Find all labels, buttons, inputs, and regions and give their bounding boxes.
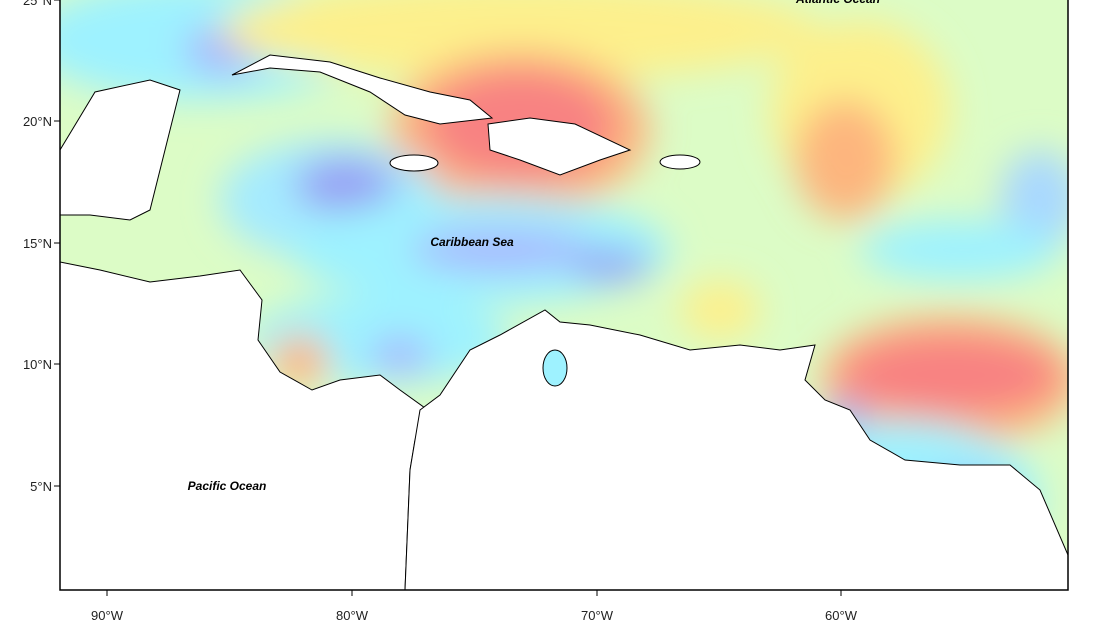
jamaica — [389, 154, 439, 172]
lat-tick-label: 20°N — [23, 114, 52, 129]
lat-tick-label: 5°N — [30, 479, 52, 494]
yucatan — [60, 79, 181, 221]
lat-tick-label: 10°N — [23, 357, 52, 372]
lon-tick-label: 60°W — [825, 608, 858, 623]
puerto-rico — [659, 154, 701, 170]
frame — [59, 0, 1069, 591]
field — [60, 0, 1068, 590]
lon-tick-label: 80°W — [336, 608, 369, 623]
lon-tick-label: 70°W — [581, 608, 614, 623]
ocean-label: Atlantic Ocean — [795, 0, 880, 6]
hispaniola — [487, 117, 632, 176]
lat-tick-label: 25°N — [23, 0, 52, 8]
lon-tick-label: 90°W — [91, 608, 124, 623]
ocean-label: Caribbean Sea — [430, 235, 514, 249]
south-america — [404, 309, 1068, 590]
ocean-label: Pacific Ocean — [188, 479, 267, 493]
lake-maracaibo — [542, 349, 568, 387]
cuba — [231, 54, 494, 125]
lat-tick-label: 15°N — [23, 236, 52, 251]
